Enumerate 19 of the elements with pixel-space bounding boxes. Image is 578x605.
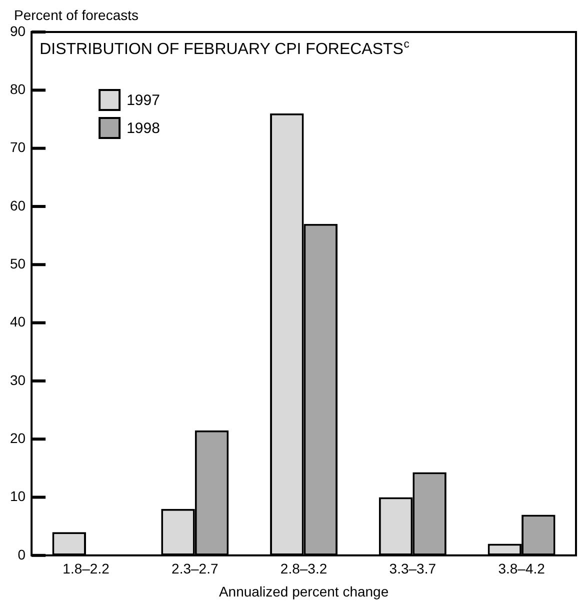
x-tick-label: 2.3–2.7 bbox=[172, 560, 218, 577]
x-tick-label: 3.8–4.2 bbox=[498, 560, 546, 577]
x-axis-title: Annualized percent change bbox=[218, 583, 389, 600]
x-tick-label: 3.3–3.7 bbox=[389, 560, 436, 577]
y-tick-label: 60 bbox=[10, 197, 26, 214]
y-tick-label: 90 bbox=[10, 22, 26, 39]
y-tick-label: 10 bbox=[10, 488, 26, 504]
legend-label: 1997 bbox=[126, 92, 160, 110]
y-tick-label: 0 bbox=[18, 546, 26, 562]
y-tick-label: 30 bbox=[10, 372, 26, 388]
x-tick-label: 1.8–2.2 bbox=[62, 560, 110, 577]
y-tick-label: 40 bbox=[10, 314, 26, 330]
x-tick-label: 2.8–3.2 bbox=[280, 560, 328, 577]
legend-label: 1998 bbox=[126, 120, 160, 138]
y-tick-label: 70 bbox=[10, 139, 26, 156]
y-tick-label: 80 bbox=[10, 81, 26, 98]
y-tick-label: 20 bbox=[10, 430, 26, 446]
y-axis-title: Percent of forecasts bbox=[14, 7, 139, 23]
y-tick-label: 50 bbox=[10, 255, 26, 272]
